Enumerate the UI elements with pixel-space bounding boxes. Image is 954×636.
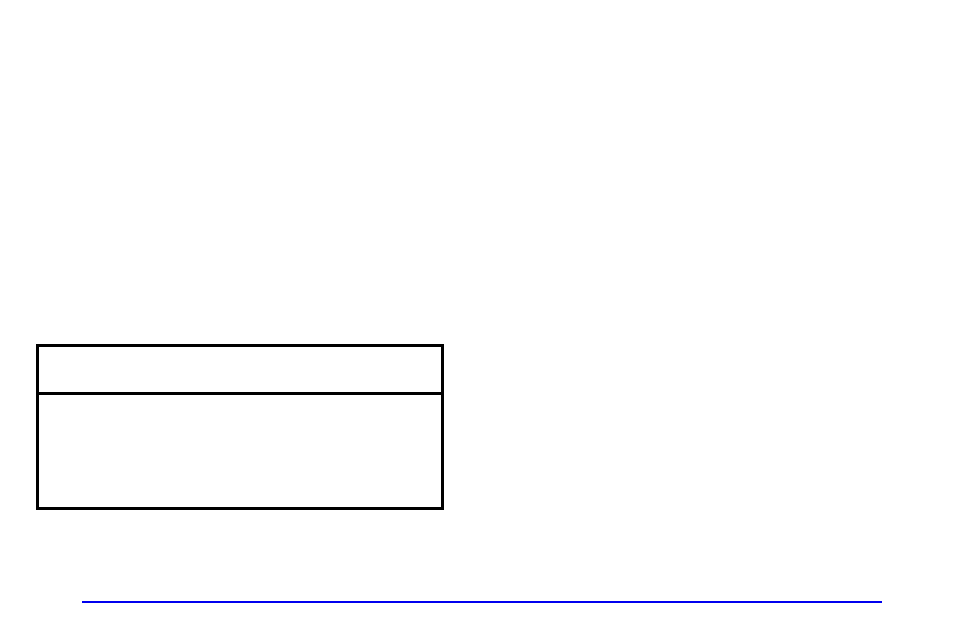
class-box-divider — [36, 392, 444, 395]
class-box — [36, 344, 444, 510]
horizontal-rule — [82, 601, 882, 603]
